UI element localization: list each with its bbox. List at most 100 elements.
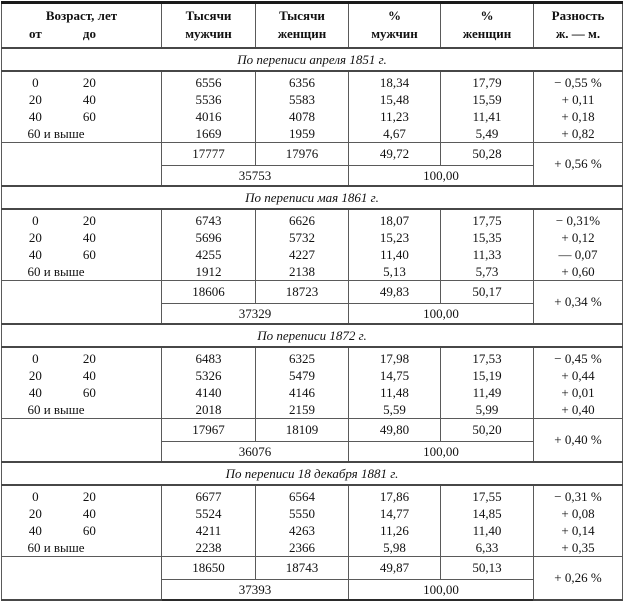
totals-row: 18606 18723 49,83 50,17 + 0,34 % [1,280,623,325]
men-pct-cell: 15,48 [348,91,441,108]
age-from-value: 0 [32,75,39,90]
men-thousands-cell: 6556 [161,71,256,91]
women-pct-cell: 17,79 [440,71,534,91]
women-thousands-cell: 2159 [255,401,349,419]
age-from-value: 0 [32,489,39,504]
table-row: 60 и выше 2238 2366 5,98 6,33 + 0,35 [1,539,623,557]
totals-age-spacer [1,556,162,601]
women-thousands-cell: 4146 [255,384,349,401]
women-thousands-cell: 4263 [255,522,349,539]
age-range-cell: 60 и выше [1,263,162,281]
men-pct-cell: 11,26 [348,522,441,539]
totals-row: 17777 17976 49,72 50,28 + 0,56 % [1,142,623,187]
age-to-value: 20 [82,489,96,504]
women-thousands-cell: 5550 [255,505,349,522]
women-thousands-cell: 6356 [255,71,349,91]
grand-total-cell: 36076 [161,441,349,462]
col-header-pct-women: % женщин [440,2,534,49]
men-thousands-cell: 2018 [161,401,256,419]
table-row: 60 и выше 1912 2138 5,13 5,73 + 0,60 [1,263,623,281]
age-from-value: 20 [28,92,42,107]
age-from-value: 20 [28,368,42,383]
section-title-row: По переписи 1872 г. [1,323,623,348]
men-pct-cell: 5,59 [348,401,441,419]
col-header-thousands-women: Тысячи женщин [255,2,349,49]
col-header-difference: Разность ж. — м. [533,2,623,49]
men-thousands-cell: 5524 [161,505,256,522]
women-pct-cell: 15,19 [440,367,534,384]
age-from-value: 40 [28,247,42,262]
table-row: 0 20 6743 6626 18,07 17,75− 0,31% [1,209,623,229]
totals-age-spacer [1,142,162,187]
difference-cell: + 0,35 [533,539,623,557]
men-total-cell: 18606 [161,280,256,304]
age-range-cell: 60 и выше [1,125,162,143]
table-row: 20 40 5696 5732 15,23 15,35 + 0,12 [1,229,623,246]
men-pct-cell: 17,86 [348,485,441,505]
age-to-value: 60 [82,523,96,538]
women-thousands-cell: 6626 [255,209,349,229]
age-range-cell: 20 40 [1,91,162,108]
women-pct-cell: 15,35 [440,229,534,246]
men-thousands-cell: 4255 [161,246,256,263]
age-to-value: 40 [82,230,96,245]
age-open-range-value: 60 и выше [27,540,85,555]
age-to-value: 20 [82,213,96,228]
table-row: 40 60 4140 4146 11,48 11,49 + 0,01 [1,384,623,401]
difference-cell: − 0,45 % [533,347,623,367]
men-total-cell: 17777 [161,142,256,166]
age-wrap: 0 20 [3,212,161,229]
men-thousands-cell: 4211 [161,522,256,539]
difference-total-cell: + 0,26 % [533,556,623,601]
men-total-cell: 18650 [161,556,256,580]
women-total-cell: 18723 [255,280,349,304]
col-header-thousands-men: Тысячи мужчин [161,2,256,49]
age-wrap: 20 40 [3,91,161,108]
age-wrap: 0 20 [3,74,161,91]
women-pct-cell: 17,55 [440,485,534,505]
women-thousands-cell: 5732 [255,229,349,246]
women-pct-cell: 17,75 [440,209,534,229]
age-range-cell: 40 60 [1,246,162,263]
age-range-cell: 20 40 [1,505,162,522]
men-thousands-cell: 5326 [161,367,256,384]
age-to-value: 20 [82,351,96,366]
men-thousands-cell: 6677 [161,485,256,505]
age-open-range-value: 60 и выше [27,264,85,279]
men-pct-total-cell: 49,87 [348,556,441,580]
age-range-cell: 40 60 [1,108,162,125]
men-pct-cell: 15,23 [348,229,441,246]
women-thousands-cell: 1959 [255,125,349,143]
men-pct-total-cell: 49,72 [348,142,441,166]
section-title-row: По переписи мая 1861 г. [1,185,623,210]
women-pct-total-cell: 50,28 [440,142,534,166]
age-from-value: 0 [32,213,39,228]
women-pct-cell: 11,41 [440,108,534,125]
age-to-value: 40 [82,368,96,383]
age-to-value: 20 [82,75,96,90]
men-pct-cell: 18,34 [348,71,441,91]
age-range-cell: 0 20 [1,485,162,505]
age-header-to: до [82,26,96,41]
men-pct-cell: 14,77 [348,505,441,522]
difference-total-cell: + 0,34 % [533,280,623,325]
difference-cell: + 0,01 [533,384,623,401]
grand-total-row: 37329 100,00 [2,303,623,324]
women-pct-cell: 5,73 [440,263,534,281]
women-thousands-cell: 6325 [255,347,349,367]
totals-row: 18650 18743 49,87 50,13 + 0,26 % [1,556,623,601]
age-open-range-value: 60 и выше [27,402,85,417]
section-title-row: По переписи апреля 1851 г. [1,47,623,72]
men-pct-total-cell: 49,83 [348,280,441,304]
table-row: 60 и выше 2018 2159 5,59 5,99 + 0,40 [1,401,623,419]
table-row: 20 40 5536 5583 15,48 15,59 + 0,11 [1,91,623,108]
difference-cell: — 0,07 [533,246,623,263]
men-thousands-cell: 1669 [161,125,256,143]
section-title: По переписи апреля 1851 г. [1,47,623,72]
totals-age-spacer [1,280,162,325]
difference-cell: + 0,11 [533,91,623,108]
women-thousands-cell: 2138 [255,263,349,281]
men-pct-cell: 11,40 [348,246,441,263]
age-range-cell: 60 и выше [1,539,162,557]
